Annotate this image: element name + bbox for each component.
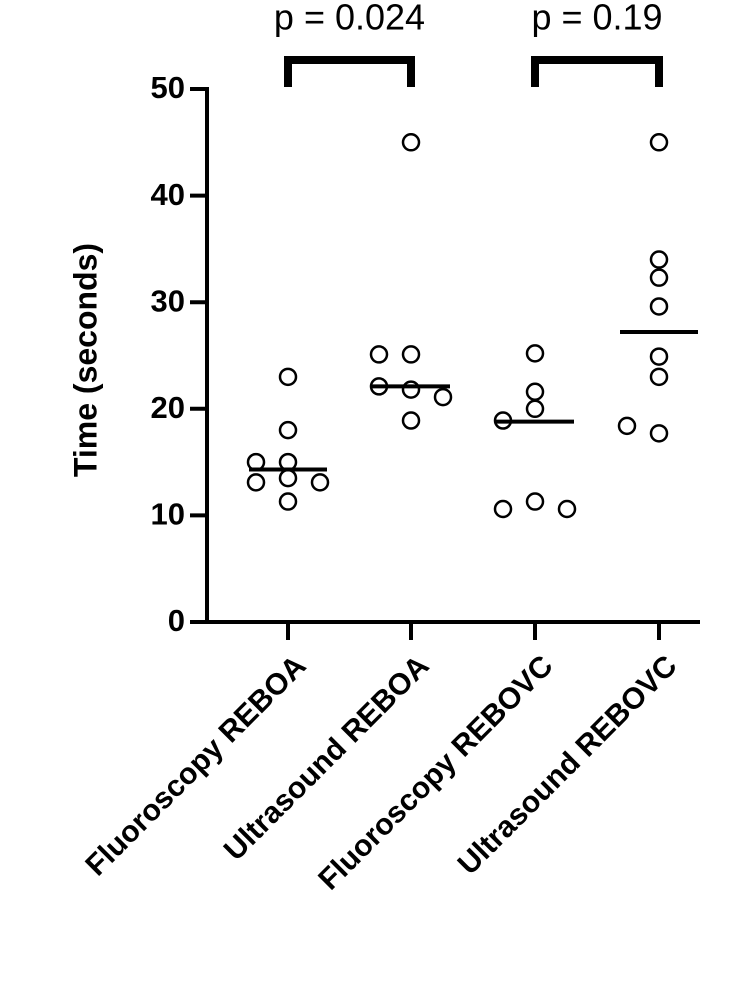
- data-point: [278, 420, 298, 440]
- x-tick-label: Fluoroscopy REBOVC: [312, 649, 559, 896]
- data-point: [369, 345, 389, 364]
- data-point: [401, 133, 421, 152]
- p-value-annotation: p = 0.19: [531, 0, 662, 38]
- data-point: [278, 367, 298, 387]
- data-point: [649, 250, 669, 269]
- data-point: [278, 492, 298, 511]
- data-point: [401, 411, 421, 430]
- x-tick-label: Ultrasound REBOA: [218, 649, 436, 867]
- data-point: [278, 468, 298, 488]
- data-point: [401, 345, 421, 364]
- data-point: [557, 499, 577, 519]
- data-point: [649, 424, 669, 443]
- y-tick-label: 50: [151, 70, 185, 105]
- data-point: [649, 268, 669, 287]
- data-point: [246, 473, 266, 492]
- x-tick-label: Ultrasound REBOVC: [452, 649, 684, 881]
- y-tick-label: 40: [151, 177, 185, 212]
- data-point: [617, 416, 637, 436]
- data-point: [525, 382, 545, 401]
- p-value-annotation: p = 0.024: [274, 0, 425, 38]
- y-axis-label: Time (seconds): [67, 243, 103, 477]
- significance-bracket: [531, 56, 663, 87]
- data-point: [649, 133, 669, 152]
- data-point: [310, 473, 330, 492]
- significance-bracket: [284, 56, 415, 87]
- y-tick-label: 10: [151, 497, 185, 532]
- data-point: [401, 380, 421, 399]
- y-tick-label: 20: [151, 390, 185, 425]
- data-point: [493, 499, 513, 519]
- data-point: [525, 344, 545, 363]
- data-point: [649, 297, 669, 316]
- x-tick-label: Fluoroscopy REBOA: [79, 649, 312, 882]
- y-tick-label: 30: [151, 283, 185, 318]
- data-point: [525, 399, 545, 419]
- data-point: [649, 367, 669, 387]
- data-point: [433, 387, 453, 407]
- data-point: [649, 347, 669, 366]
- data-point: [525, 492, 545, 511]
- y-tick-label: 0: [168, 603, 185, 638]
